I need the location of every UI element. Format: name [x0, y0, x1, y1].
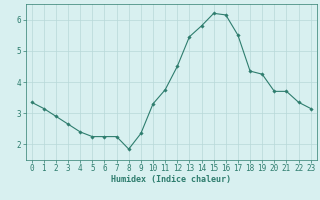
- X-axis label: Humidex (Indice chaleur): Humidex (Indice chaleur): [111, 175, 231, 184]
